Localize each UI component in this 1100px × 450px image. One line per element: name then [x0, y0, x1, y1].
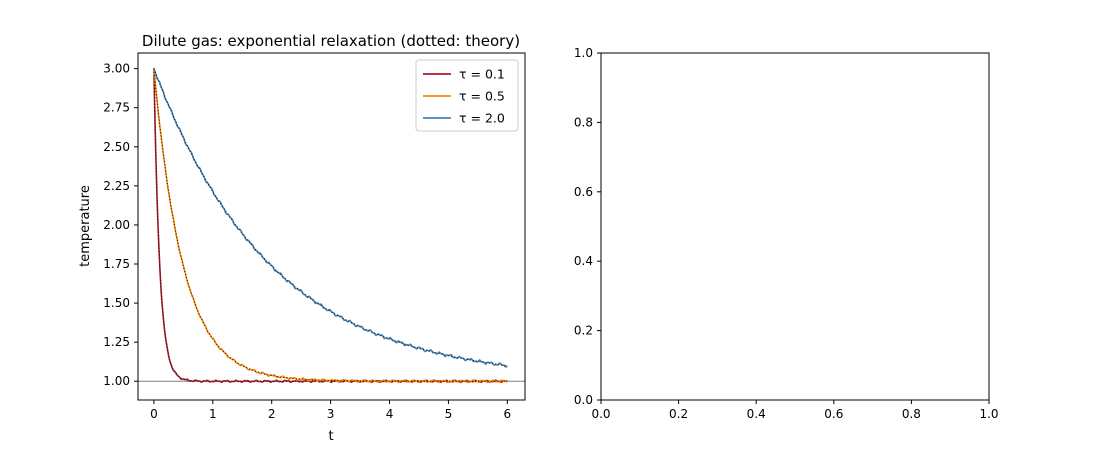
y-tick-label: 1.50	[103, 296, 130, 310]
y-tick-label: 2.00	[103, 218, 130, 232]
x-tick-label: 1	[209, 407, 217, 421]
plot-area-right	[600, 52, 990, 401]
legend-label: τ = 2.0	[459, 111, 505, 126]
right-x-tick-label: 1.0	[979, 407, 998, 421]
right-y-tick-label: 0.0	[574, 393, 593, 407]
right-x-tick-label: 0.6	[824, 407, 843, 421]
right-x-tick-label: 0.4	[747, 407, 766, 421]
x-tick-label: 0	[150, 407, 158, 421]
series-line-tau-0-5	[153, 67, 508, 384]
right-x-tick-label: 0.2	[669, 407, 688, 421]
y-axis-label: temperature	[78, 185, 93, 267]
y-tick-label: 1.00	[103, 374, 130, 388]
y-axis-ticks: 1.00 1.25 1.50 1.75 2.00 2.25 2.50 2.75 3.00	[103, 62, 138, 388]
right-y-tick-label: 1.0	[574, 46, 593, 60]
empty-plot-panel: 0.0 0.2 0.4 0.6 0.8 1.0 0.0 0.2 0.4 0.6 0.8 1.0	[574, 46, 999, 421]
chart-title: Dilute gas: exponential relaxation (dott…	[142, 32, 520, 50]
series-group	[153, 67, 508, 384]
right-y-tick-label: 0.8	[574, 115, 593, 129]
y-tick-label: 2.75	[103, 101, 130, 115]
right-y-tick-label: 0.2	[574, 324, 593, 338]
plot-frame-left	[137, 52, 526, 401]
legend-box	[415, 59, 519, 132]
theory-line-tau-2	[153, 68, 508, 367]
y-tick-label: 2.25	[103, 179, 130, 193]
legend-label: τ = 0.1	[459, 67, 505, 82]
y-axis-ticks-right: 0.0 0.2 0.4 0.6 0.8 1.0	[574, 46, 601, 407]
right-x-tick-label: 0.8	[902, 407, 921, 421]
y-tick-label: 3.00	[103, 62, 130, 76]
theory-line-tau-0-5	[153, 68, 508, 382]
y-tick-label: 1.75	[103, 257, 130, 271]
x-tick-label: 3	[327, 407, 335, 421]
x-tick-label: 6	[504, 407, 512, 421]
relaxation-plot-panel: Dilute gas: exponential relaxation (dott…	[78, 32, 526, 444]
x-axis-ticks: 0 1 2 3 4 5 6	[150, 400, 511, 421]
x-tick-label: 4	[386, 407, 394, 421]
y-tick-label: 2.50	[103, 140, 130, 154]
y-tick-label: 1.25	[103, 335, 130, 349]
legend: τ = 0.1 τ = 0.5 τ = 2.0	[415, 59, 519, 132]
x-tick-label: 2	[268, 407, 276, 421]
right-y-tick-label: 0.6	[574, 185, 593, 199]
right-x-tick-label: 0.0	[591, 407, 610, 421]
x-tick-label: 5	[445, 407, 453, 421]
right-y-tick-label: 0.4	[574, 254, 593, 268]
x-axis-ticks-right: 0.0 0.2 0.4 0.6 0.8 1.0	[591, 400, 999, 421]
legend-label: τ = 0.5	[459, 89, 505, 104]
x-axis-label: t	[328, 429, 333, 444]
